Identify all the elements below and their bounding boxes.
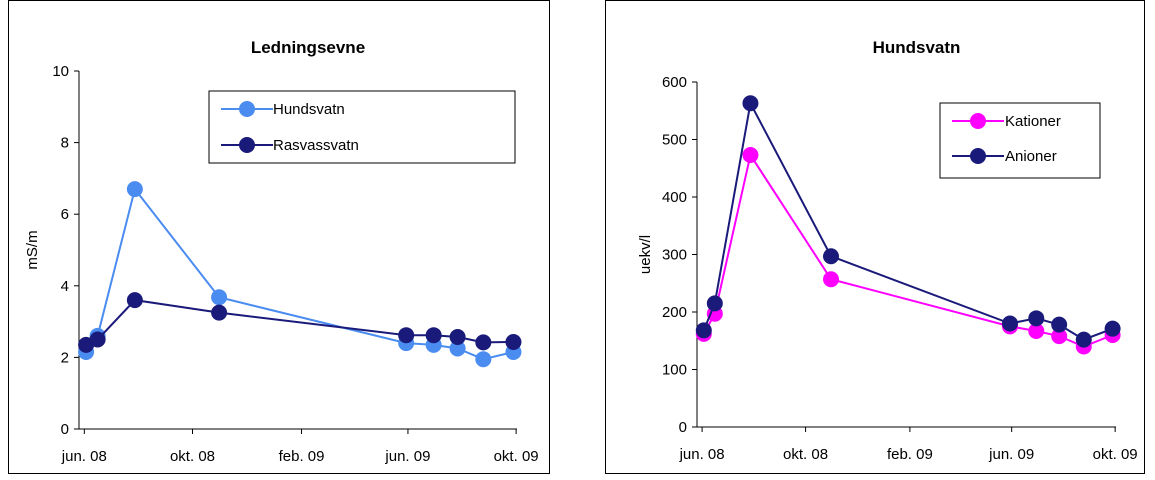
x-tick-label: jun. 08 xyxy=(61,448,107,465)
data-point-anioner xyxy=(742,95,759,112)
y-tick-label: 300 xyxy=(662,247,687,264)
data-point-anioner xyxy=(706,295,723,312)
series-line-hundsvatn xyxy=(85,186,514,361)
chart-frame-left: Ledningsevne mS/m 0 2 4 6 8 10 jun. 08 okt. 08 feb… xyxy=(8,0,550,474)
x-tick-label: okt. 08 xyxy=(783,446,828,463)
data-point-rasvassvatn xyxy=(126,292,143,309)
chart-frame-right: Hundsvatn uekv/l 0 100 200 300 400 500 600 jun. 0… xyxy=(605,0,1145,474)
data-point-anioner xyxy=(1028,310,1045,327)
legend-marker xyxy=(970,148,986,164)
data-point-rasvassvatn xyxy=(449,328,466,345)
legend-marker xyxy=(239,101,255,117)
chart-ledningsevne: Ledningsevne mS/m 0 2 4 6 8 10 jun. 08 okt. 08 feb… xyxy=(24,38,539,465)
x-tick-label: okt. 08 xyxy=(170,448,215,465)
data-point-rasvassvatn xyxy=(211,304,228,321)
data-point-anioner xyxy=(823,248,840,265)
legend-label: Hundsvatn xyxy=(273,101,345,118)
legend-marker xyxy=(239,137,255,153)
y-axis-label: uekv/l xyxy=(637,235,654,274)
chart-title: Hundsvatn xyxy=(873,38,961,57)
chart-title: Ledningsevne xyxy=(251,38,365,57)
y-tick-label: 400 xyxy=(662,189,687,206)
series-line-kationer xyxy=(702,152,1113,348)
y-tick-label: 2 xyxy=(61,349,69,366)
x-tick-label: feb. 09 xyxy=(887,446,933,463)
data-point-rasvassvatn xyxy=(505,334,522,351)
data-point-kationer xyxy=(742,147,759,164)
x-tick-label: jun. 09 xyxy=(988,446,1034,463)
data-point-anioner xyxy=(1001,315,1018,332)
data-point-anioner xyxy=(1051,316,1068,333)
legend-label: Kationer xyxy=(1005,113,1061,130)
y-tick-label: 10 xyxy=(52,63,69,80)
y-tick-label: 4 xyxy=(61,278,69,295)
y-tick-label: 200 xyxy=(662,304,687,321)
data-point-kationer xyxy=(1028,322,1045,339)
x-tick-label: okt. 09 xyxy=(1093,446,1138,463)
legend-label: Rasvassvatn xyxy=(273,137,359,154)
x-tick-label: okt. 09 xyxy=(494,448,539,465)
y-tick-label: 100 xyxy=(662,362,687,379)
data-point-rasvassvatn xyxy=(425,327,442,344)
data-point-hundsvatn xyxy=(126,181,143,198)
data-point-hundsvatn xyxy=(475,351,492,368)
x-tick-label: jun. 08 xyxy=(679,446,725,463)
data-point-kationer xyxy=(1051,328,1068,345)
data-point-rasvassvatn xyxy=(89,331,106,348)
data-point-anioner xyxy=(695,322,712,339)
y-tick-label: 6 xyxy=(61,206,69,223)
x-tick-label: jun. 09 xyxy=(384,448,430,465)
y-tick-label: 500 xyxy=(662,132,687,149)
y-axis-label: mS/m xyxy=(24,230,41,269)
y-tick-label: 0 xyxy=(61,421,69,438)
y-tick-label: 0 xyxy=(679,419,687,436)
legend-box xyxy=(208,90,516,164)
legend-box xyxy=(939,102,1101,179)
x-tick-label: feb. 09 xyxy=(279,448,325,465)
legend-label: Anioner xyxy=(1005,148,1057,165)
data-point-rasvassvatn xyxy=(398,327,415,344)
y-tick-label: 8 xyxy=(61,135,69,152)
data-point-kationer xyxy=(823,271,840,288)
series-line-rasvassvatn xyxy=(85,299,514,346)
y-tick-label: 600 xyxy=(662,74,687,91)
legend-marker xyxy=(970,113,986,129)
data-point-rasvassvatn xyxy=(475,334,492,351)
data-point-anioner xyxy=(1075,331,1092,348)
data-point-anioner xyxy=(1104,320,1121,337)
data-point-hundsvatn xyxy=(449,340,466,357)
data-point-hundsvatn xyxy=(211,289,228,306)
chart-hundsvatn: Hundsvatn uekv/l 0 100 200 300 400 500 600 jun. 0… xyxy=(637,38,1138,463)
